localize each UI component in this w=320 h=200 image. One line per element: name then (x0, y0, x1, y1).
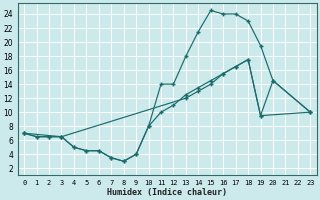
X-axis label: Humidex (Indice chaleur): Humidex (Indice chaleur) (107, 188, 227, 197)
